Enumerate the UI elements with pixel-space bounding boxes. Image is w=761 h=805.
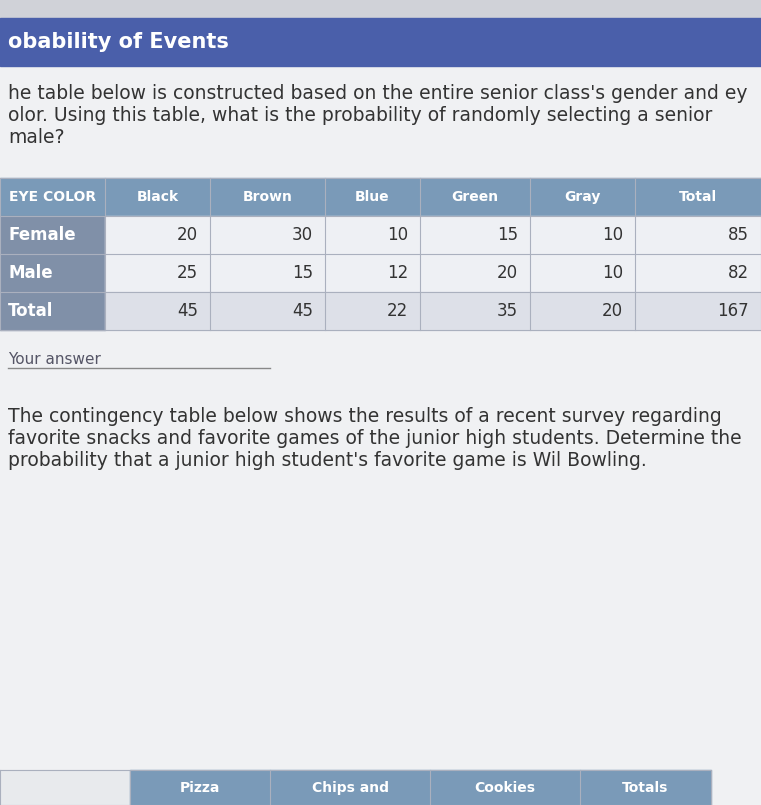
- Text: Chips and: Chips and: [311, 781, 389, 795]
- Text: Blue: Blue: [355, 190, 390, 204]
- Text: 30: 30: [292, 226, 313, 244]
- Bar: [325, 216, 420, 254]
- Bar: [105, 254, 210, 292]
- Bar: [420, 254, 530, 292]
- Bar: [0, 254, 105, 292]
- Text: Cookies: Cookies: [475, 781, 536, 795]
- Bar: [210, 216, 325, 254]
- Text: Total: Total: [679, 190, 717, 204]
- Text: 167: 167: [718, 302, 749, 320]
- Bar: [270, 770, 430, 805]
- Text: 12: 12: [387, 264, 408, 282]
- Bar: [325, 254, 420, 292]
- Bar: [635, 292, 761, 330]
- Bar: [210, 254, 325, 292]
- Text: olor. Using this table, what is the probability of randomly selecting a senior: olor. Using this table, what is the prob…: [8, 106, 712, 125]
- Text: obability of Events: obability of Events: [8, 32, 229, 52]
- Bar: [430, 770, 580, 805]
- Text: Green: Green: [451, 190, 498, 204]
- Text: Total: Total: [8, 302, 53, 320]
- Bar: [580, 770, 711, 805]
- Bar: [420, 216, 530, 254]
- Bar: [210, 292, 325, 330]
- Bar: [105, 216, 210, 254]
- Bar: [325, 178, 420, 216]
- Bar: [105, 178, 210, 216]
- Bar: [105, 292, 210, 330]
- Text: Black: Black: [136, 190, 179, 204]
- Text: 10: 10: [387, 226, 408, 244]
- Bar: [635, 216, 761, 254]
- Bar: [130, 770, 270, 805]
- Text: Gray: Gray: [565, 190, 600, 204]
- Text: 85: 85: [728, 226, 749, 244]
- Text: Female: Female: [8, 226, 75, 244]
- Text: 15: 15: [497, 226, 518, 244]
- Bar: [635, 178, 761, 216]
- Text: 45: 45: [292, 302, 313, 320]
- Bar: [0, 292, 105, 330]
- Bar: [420, 292, 530, 330]
- Text: 10: 10: [602, 264, 623, 282]
- Text: Your answer: Your answer: [8, 352, 101, 367]
- Text: The contingency table below shows the results of a recent survey regarding: The contingency table below shows the re…: [8, 407, 721, 426]
- Text: 20: 20: [497, 264, 518, 282]
- Bar: [530, 216, 635, 254]
- Text: Male: Male: [8, 264, 53, 282]
- Text: Totals: Totals: [622, 781, 669, 795]
- Bar: [530, 292, 635, 330]
- Bar: [0, 18, 761, 66]
- Text: 82: 82: [728, 264, 749, 282]
- Text: Brown: Brown: [243, 190, 292, 204]
- Text: male?: male?: [8, 128, 65, 147]
- Text: 35: 35: [497, 302, 518, 320]
- Text: probability that a junior high student's favorite game is Wil Bowling.: probability that a junior high student's…: [8, 451, 647, 470]
- Text: 25: 25: [177, 264, 198, 282]
- Bar: [420, 178, 530, 216]
- Text: 20: 20: [177, 226, 198, 244]
- Bar: [0, 770, 130, 805]
- Text: he table below is constructed based on the entire senior class's gender and ey: he table below is constructed based on t…: [8, 84, 747, 103]
- Bar: [0, 216, 105, 254]
- Text: 10: 10: [602, 226, 623, 244]
- Text: Pizza: Pizza: [180, 781, 220, 795]
- Text: 15: 15: [292, 264, 313, 282]
- Bar: [635, 254, 761, 292]
- Text: 45: 45: [177, 302, 198, 320]
- Bar: [210, 178, 325, 216]
- Bar: [325, 292, 420, 330]
- Text: 22: 22: [387, 302, 408, 320]
- Text: favorite snacks and favorite games of the junior high students. Determine the: favorite snacks and favorite games of th…: [8, 429, 742, 448]
- Bar: [530, 254, 635, 292]
- Bar: [530, 178, 635, 216]
- Text: EYE COLOR: EYE COLOR: [9, 190, 96, 204]
- Text: 20: 20: [602, 302, 623, 320]
- Bar: [0, 0, 761, 18]
- Bar: [0, 178, 105, 216]
